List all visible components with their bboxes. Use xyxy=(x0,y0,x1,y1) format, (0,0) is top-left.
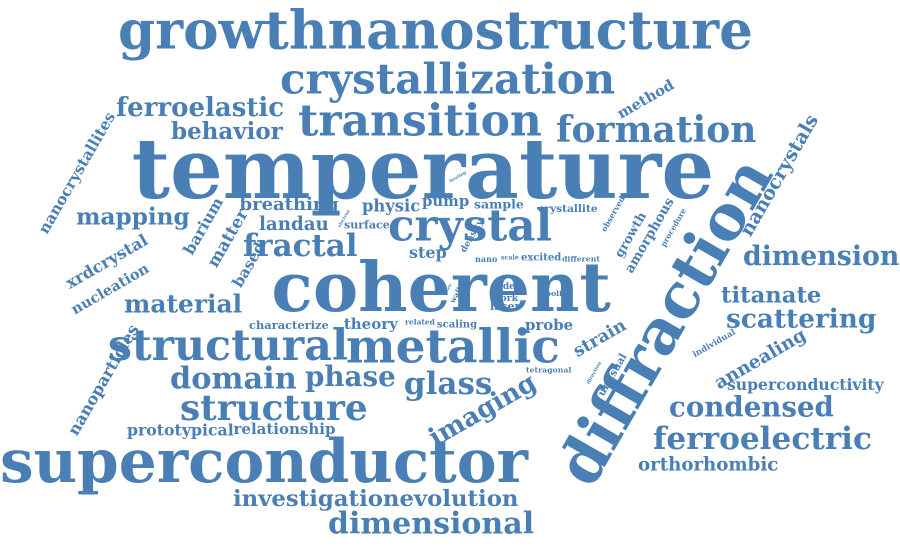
word-different: different xyxy=(562,255,600,264)
word-relationship: relationship xyxy=(233,420,336,438)
word-breathing: breathing xyxy=(239,194,339,215)
word-domain: domain xyxy=(170,359,297,397)
word-dimensional: dimensional xyxy=(328,505,535,542)
word-crystallite: crystallite xyxy=(538,202,598,215)
word-tetragonal: tetragonal xyxy=(526,365,572,375)
word-prototypical: prototypical xyxy=(127,421,234,440)
word-order: order xyxy=(492,280,520,292)
word-surface: surface xyxy=(344,219,390,232)
word-ferroelectric: ferroelectric xyxy=(653,420,872,457)
word-dimension: dimension xyxy=(743,240,900,273)
word-temperature: temperature xyxy=(131,120,715,218)
word-physic: physic xyxy=(362,196,421,216)
word-superconductor: superconductor xyxy=(0,426,529,497)
word-step: step xyxy=(409,243,447,262)
word-formation: formation xyxy=(556,109,757,151)
word-landau: landau xyxy=(259,213,329,235)
word-scale: scale xyxy=(501,253,519,261)
word-growthnanostructure: growthnanostructure xyxy=(118,0,753,62)
word-scattering: scattering xyxy=(726,303,877,335)
word-laser: laser xyxy=(490,300,521,313)
word-crystallization: crystallization xyxy=(279,54,616,104)
word-work: work xyxy=(492,292,519,304)
word-excited: excited xyxy=(521,251,562,264)
word-characterize: characterize xyxy=(249,318,329,333)
word-investigationevolution: investigationevolution xyxy=(233,485,519,512)
word-superconductivity: superconductivity xyxy=(727,375,884,395)
word-nano: nano xyxy=(475,254,498,265)
word-cooling: cooling xyxy=(541,289,574,299)
word-material: material xyxy=(124,290,243,320)
word-orthorhombic: orthorhombic xyxy=(638,453,779,475)
word-condensed: condensed xyxy=(669,390,834,424)
word-sample: sample xyxy=(474,197,524,213)
word-transition: transition xyxy=(298,94,542,146)
word-related: related xyxy=(405,318,435,327)
word-crystal: crystal xyxy=(388,200,553,252)
word-structure: structure xyxy=(180,387,368,429)
word-coherent: coherent xyxy=(271,247,611,327)
word-probe: probe xyxy=(525,316,574,335)
word-fractal: fractal xyxy=(243,227,358,264)
word-scaling: scaling xyxy=(437,319,478,331)
word-pump: pump xyxy=(422,192,470,211)
word-mapping: mapping xyxy=(76,204,190,231)
word-ferroelastic: ferroelastic xyxy=(116,93,285,123)
word-theory: theory xyxy=(343,315,398,333)
word-structural: structural xyxy=(108,319,349,371)
word-metallic: metallic xyxy=(345,318,560,374)
word-glass: glass xyxy=(403,365,493,402)
word-behavior: behavior xyxy=(171,117,283,145)
word-titanate: titanate xyxy=(721,282,822,309)
word-phase: phase xyxy=(305,360,396,393)
